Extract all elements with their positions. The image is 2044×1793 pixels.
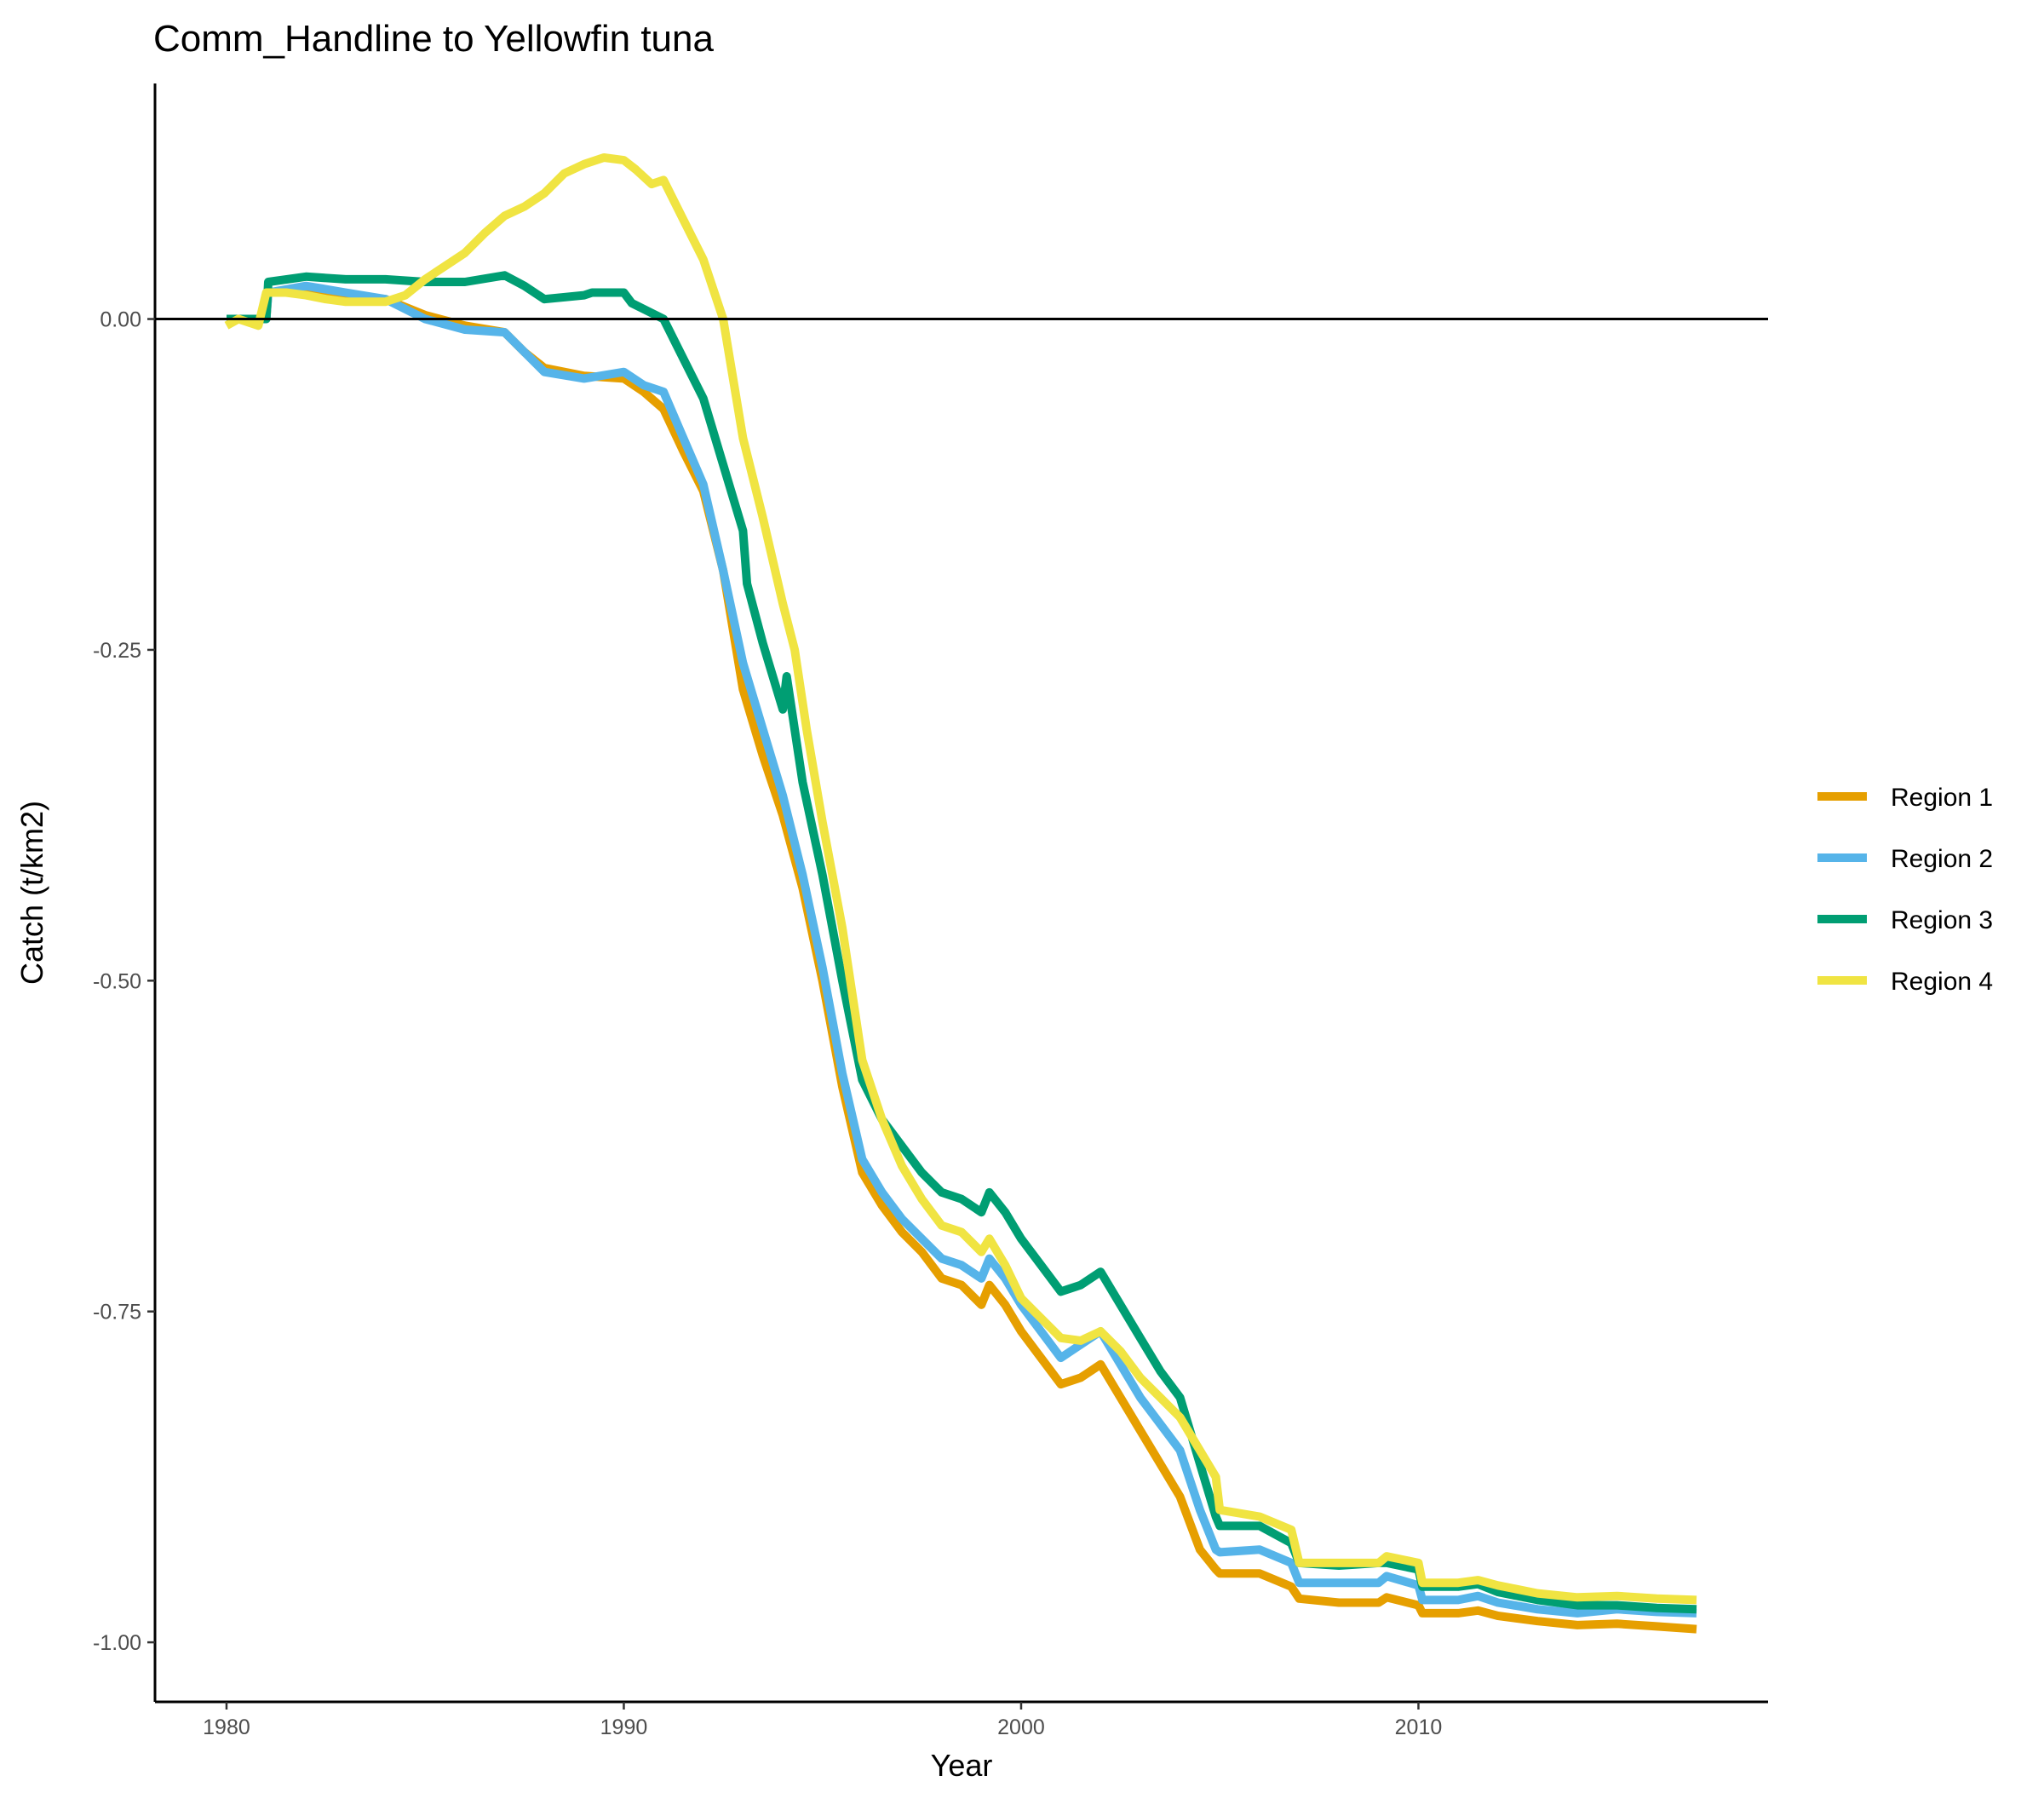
legend-label-region-3: Region 3 — [1891, 906, 1993, 934]
x-tick-label: 1980 — [203, 1715, 250, 1739]
y-axis-title: Catch (t/km2) — [14, 801, 49, 985]
legend-label-region-2: Region 2 — [1891, 845, 1993, 873]
y-tick-label: -0.75 — [93, 1301, 141, 1325]
y-tick-label: 0.00 — [100, 308, 141, 332]
series-line-region-2 — [227, 281, 1697, 1618]
series-line-region-4 — [224, 153, 1697, 1605]
y-tick-label: -0.50 — [93, 969, 141, 993]
legend-label-region-1: Region 1 — [1891, 784, 1993, 812]
x-tick-label: 1990 — [600, 1715, 648, 1739]
x-axis-ticks: 1980 1990 2000 2010 — [203, 1702, 1442, 1739]
legend: Region 1 Region 2 Region 3 Region 4 — [1817, 784, 1993, 996]
x-tick-label: 2000 — [997, 1715, 1045, 1739]
legend-label-region-4: Region 4 — [1891, 968, 1993, 996]
y-axis-ticks: 0.00 -0.25 -0.50 -0.75 -1.00 — [93, 308, 155, 1655]
plot-area: 0.00 -0.25 -0.50 -0.75 -1.00 1980 1990 2000 201… — [93, 83, 1768, 1739]
series-line-region-3 — [227, 271, 1697, 1614]
y-tick-label: -0.25 — [93, 639, 141, 663]
chart-title: Comm_Handline to Yellowfin tuna — [153, 18, 714, 60]
x-tick-label: 2010 — [1395, 1715, 1443, 1739]
series-line-region-1 — [227, 288, 1697, 1634]
y-tick-label: -1.00 — [93, 1631, 141, 1655]
series-layer — [224, 153, 1697, 1634]
x-axis-title: Year — [931, 1748, 993, 1783]
